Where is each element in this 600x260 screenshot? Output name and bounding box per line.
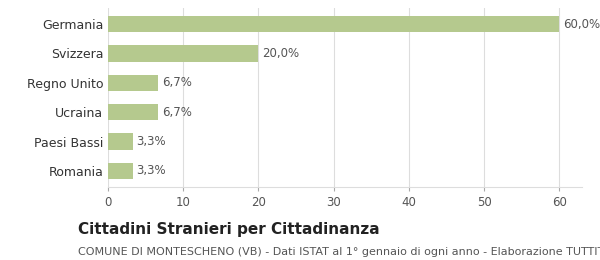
Text: 3,3%: 3,3% (137, 165, 166, 178)
Bar (108, 104, 158, 120)
Bar (108, 75, 158, 91)
Text: 60,0%: 60,0% (563, 17, 600, 30)
Bar (108, 163, 133, 179)
Text: Cittadini Stranieri per Cittadinanza: Cittadini Stranieri per Cittadinanza (78, 222, 380, 237)
Text: 20,0%: 20,0% (262, 47, 299, 60)
Text: 6,7%: 6,7% (162, 106, 192, 119)
Bar (108, 16, 559, 32)
Text: COMUNE DI MONTESCHENO (VB) - Dati ISTAT al 1° gennaio di ogni anno - Elaborazion: COMUNE DI MONTESCHENO (VB) - Dati ISTAT … (78, 247, 600, 257)
Text: 6,7%: 6,7% (162, 76, 192, 89)
Bar (108, 133, 133, 150)
Text: 3,3%: 3,3% (137, 135, 166, 148)
Bar (108, 45, 259, 62)
